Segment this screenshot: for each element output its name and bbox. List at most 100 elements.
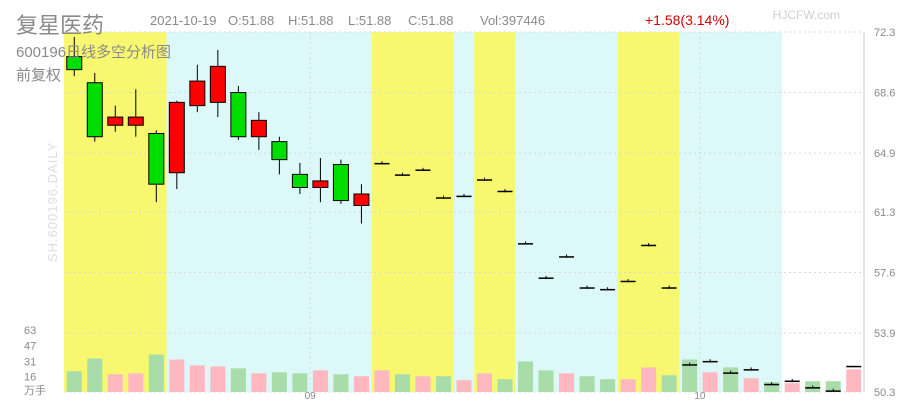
volume-bar <box>107 374 123 392</box>
volume-bar <box>518 361 534 392</box>
quote-change: +1.58(3.14%) <box>645 12 729 28</box>
price-tick-label: 72.3 <box>874 27 895 39</box>
volume-tick-label: 47 <box>24 341 36 353</box>
candle <box>764 382 780 386</box>
candle-body <box>189 80 206 107</box>
candle-body <box>805 387 821 389</box>
volume-bar <box>620 379 636 392</box>
candle-body <box>641 244 657 247</box>
candle <box>271 136 288 175</box>
volume-bar <box>394 374 410 392</box>
candle-body <box>825 390 841 392</box>
time-tick-label: 09 <box>305 391 317 400</box>
candle-body <box>579 287 595 289</box>
volume-bar <box>641 367 657 392</box>
price-tick-label: 57.6 <box>874 268 895 280</box>
site-watermark: HJCFW.com <box>773 8 840 22</box>
candle <box>825 388 841 392</box>
candle <box>600 287 616 291</box>
quote-open: O:51.88 <box>228 13 274 28</box>
candle-body <box>743 369 759 371</box>
candle-body <box>148 132 165 185</box>
price-tick-label: 53.9 <box>874 328 895 340</box>
vertical-watermark: SH.600196.DAILY <box>45 142 60 262</box>
candle <box>846 365 862 368</box>
volume-bar <box>497 379 513 392</box>
volume-bar <box>825 381 841 392</box>
volume-tick-label: 16 <box>24 371 36 383</box>
candle-body <box>66 56 83 71</box>
candle-body <box>230 92 247 138</box>
quote-high: H:51.88 <box>288 13 334 28</box>
price-axis: 72.3 68.6 64.9 61.3 57.6 53.9 50.3 <box>874 27 895 399</box>
candle <box>620 279 636 283</box>
candle <box>332 159 349 204</box>
candle <box>435 195 451 199</box>
candle <box>497 189 513 193</box>
candle <box>394 172 410 176</box>
volume-bar <box>600 379 616 392</box>
candle <box>784 378 800 383</box>
candle <box>559 254 575 258</box>
candle <box>66 36 83 77</box>
candle <box>415 167 431 172</box>
time-axis: 09 10 <box>305 391 706 400</box>
volume-bar <box>477 373 493 392</box>
volume-bar <box>251 373 267 392</box>
candle <box>209 50 226 118</box>
candle-body <box>477 179 493 181</box>
price-tick-label: 64.9 <box>874 148 895 160</box>
candle <box>107 105 124 132</box>
candle <box>743 367 759 371</box>
candle-body <box>435 197 451 199</box>
volume-bar <box>764 382 780 392</box>
volume-bar <box>312 370 328 392</box>
candle-body <box>518 243 534 245</box>
volume-layer <box>66 354 862 392</box>
candle-body <box>107 116 124 126</box>
candle-body <box>271 141 288 161</box>
candle-body <box>250 119 267 138</box>
volume-bar <box>702 372 718 392</box>
candle-body <box>682 364 698 366</box>
candle-body <box>209 65 226 103</box>
candle-body <box>559 256 575 258</box>
candle <box>579 285 595 289</box>
candle-body <box>168 101 185 174</box>
volume-bar <box>661 375 677 392</box>
candle-body <box>353 193 370 206</box>
candle-body <box>538 277 554 279</box>
candle-body <box>312 180 329 188</box>
quote-date: 2021-10-19 <box>150 13 217 28</box>
adjust-mode: 前复权 <box>16 66 61 84</box>
candle-body <box>846 365 862 368</box>
candle <box>291 162 308 194</box>
volume-bar <box>846 369 862 392</box>
volume-bar <box>538 370 554 392</box>
candle-body <box>415 169 431 171</box>
candle-body <box>620 280 636 283</box>
volume-tick-label: 63 <box>24 325 36 337</box>
candle <box>682 362 698 366</box>
price-tick-label: 50.3 <box>874 387 895 399</box>
candle <box>661 285 677 289</box>
volume-tick-label: 31 <box>24 356 36 368</box>
volume-bar <box>415 376 431 392</box>
candle-body <box>86 82 103 138</box>
volume-unit-label: 万手 <box>24 383 46 397</box>
volume-bar <box>435 376 451 392</box>
volume-bar <box>743 378 759 392</box>
volume-bar <box>292 373 308 392</box>
candle-body <box>764 383 780 386</box>
chart-subtitle: 600196日线多空分析图 <box>16 44 171 61</box>
candle-body <box>127 116 144 126</box>
candle-body <box>661 287 677 289</box>
volume-bar <box>559 373 575 392</box>
volume-bar <box>230 368 246 392</box>
grid-layer <box>64 31 865 393</box>
stock-name: 复星医药 <box>16 13 104 38</box>
volume-bar <box>784 383 800 392</box>
candle <box>641 243 657 247</box>
candle-body <box>291 173 308 188</box>
